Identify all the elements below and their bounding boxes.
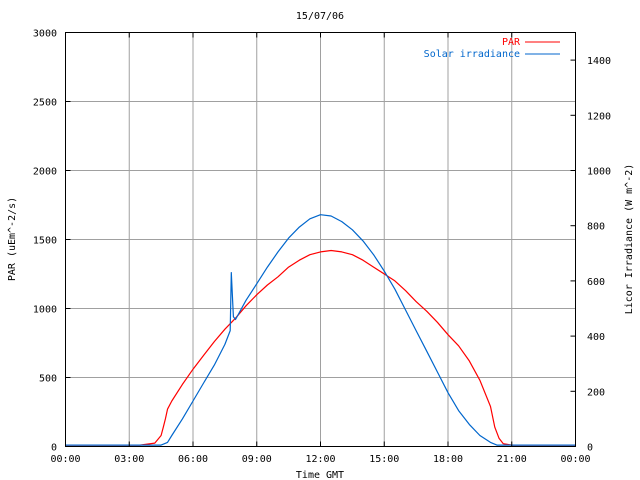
y2-tick-label: 600 bbox=[587, 277, 605, 288]
x-tick-label: 00:00 bbox=[50, 454, 80, 465]
x-axis-label: Time GMT bbox=[296, 470, 344, 480]
y2-tick-label: 200 bbox=[587, 387, 605, 398]
y-axis-label: PAR (uEm^-2/s) bbox=[7, 197, 18, 281]
y-tick-label: 0 bbox=[51, 443, 57, 454]
axis-ticks bbox=[65, 32, 576, 447]
x-tick-label: 03:00 bbox=[114, 454, 144, 465]
x-tick-label: 00:00 bbox=[560, 454, 590, 465]
y2-tick-label: 1200 bbox=[587, 111, 611, 122]
y-tick-label: 2500 bbox=[33, 98, 57, 109]
series-line-par bbox=[65, 249, 576, 446]
y2-tick-label: 1000 bbox=[587, 167, 611, 178]
y-tick-label: 3000 bbox=[33, 29, 57, 40]
y-tick-label: 1500 bbox=[33, 236, 57, 247]
tick-labels: 00:00 03:00 06:00 09:00 12:00 15:00 18:00 21:00… bbox=[33, 29, 611, 466]
x-tick-label: 21:00 bbox=[497, 454, 527, 465]
series-line-solar-irradiance bbox=[65, 214, 576, 446]
y2-tick-label: 0 bbox=[587, 443, 593, 454]
grid-lines bbox=[65, 32, 576, 447]
x-tick-label: 18:00 bbox=[433, 454, 463, 465]
legend: PAR Solar irradiance bbox=[424, 37, 560, 60]
y-tick-label: 1000 bbox=[33, 305, 57, 316]
y2-tick-label: 1400 bbox=[587, 56, 611, 67]
y2-axis-label: Licor Irradiance (W m^-2) bbox=[624, 164, 635, 315]
y-tick-label: 500 bbox=[39, 374, 57, 385]
y2-tick-label: 400 bbox=[587, 332, 605, 343]
chart-title: 15/07/06 bbox=[296, 11, 344, 22]
x-tick-label: 12:00 bbox=[305, 454, 335, 465]
y-tick-label: 2000 bbox=[33, 167, 57, 178]
x-tick-label: 15:00 bbox=[369, 454, 399, 465]
y2-tick-label: 800 bbox=[587, 222, 605, 233]
legend-label-solar-irradiance: Solar irradiance bbox=[424, 49, 520, 60]
series-lines bbox=[65, 214, 576, 446]
x-tick-label: 09:00 bbox=[242, 454, 272, 465]
legend-label-par: PAR bbox=[502, 37, 521, 48]
x-tick-label: 06:00 bbox=[178, 454, 208, 465]
